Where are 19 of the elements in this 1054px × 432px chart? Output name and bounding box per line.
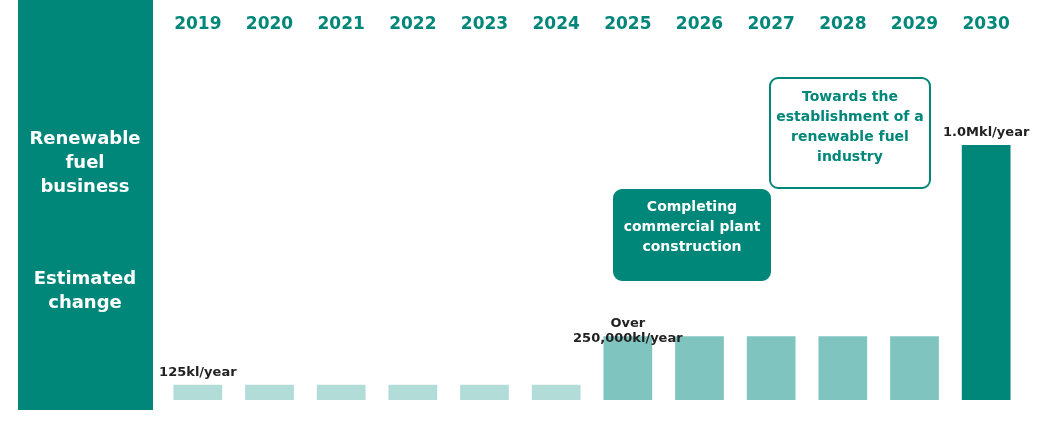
x-tick-label: 2019	[174, 12, 222, 33]
x-tick-label: 2023	[460, 12, 509, 33]
annotation: Towards the establishment of a renewable fuel industry	[776, 88, 924, 164]
x-tick-label: 2028	[819, 12, 867, 33]
x-tick-label: 2025	[604, 12, 652, 33]
x-tick-label: 2026	[675, 12, 724, 33]
text: Estimated change	[33, 267, 137, 312]
x-tick-label: 2022	[389, 12, 437, 33]
text: Renewable fuel business	[29, 127, 141, 196]
x-tick-label: 2020	[245, 12, 294, 33]
x-tick-label: 2021	[317, 12, 365, 33]
x-tick-label: 2027	[747, 12, 795, 33]
annotation: 1.0Mkl/year	[943, 124, 1030, 139]
x-tick-label: 2029	[890, 12, 939, 33]
annotation: Completing commercial plant construction	[623, 198, 761, 254]
x-tick-label: 2024	[532, 12, 580, 33]
x-tick-label: 2030	[962, 12, 1010, 33]
annotation: Over 250,000kl/year	[573, 315, 684, 346]
annotation: 125kl/year	[159, 363, 238, 379]
